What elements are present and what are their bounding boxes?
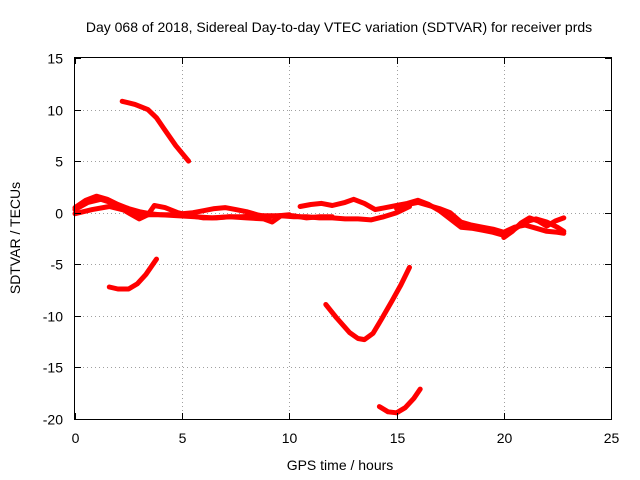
y-tick-label: -10 [43,309,63,325]
x-tick-label: 15 [390,430,406,446]
x-tick-label: 5 [179,430,187,446]
x-tick-label: 10 [282,430,298,446]
series-arc-4 [376,386,423,416]
y-tick-label: -5 [51,257,64,273]
series-track-5 [394,199,567,236]
series-track-6 [501,215,567,240]
y-tick-label: -15 [43,360,63,376]
series-track-3 [72,204,335,225]
y-axis-label: SDTVAR / TECUs [7,182,23,294]
series-arc-1 [119,98,192,164]
axis-ticks: 0 5 10 15 20 25 -20 -15 -10 -5 0 5 10 15 [43,51,620,447]
y-tick-label: 10 [47,103,63,119]
y-tick-label: 15 [47,51,63,67]
y-tick-label: 5 [55,154,63,170]
plot-frame [74,57,612,420]
x-tick-label: 20 [497,430,513,446]
y-tick-label: -20 [43,412,63,428]
series-arc-2 [106,256,159,292]
x-axis-label: GPS time / hours [287,457,394,473]
grid [75,58,611,419]
x-tick-label: 0 [72,430,80,446]
data-series [72,98,567,416]
series-arc-3 [323,264,412,343]
x-tick-label: 25 [604,430,620,446]
y-tick-label: 0 [55,206,63,222]
chart-title: Day 068 of 2018, Sidereal Day-to-day VTE… [86,19,592,35]
